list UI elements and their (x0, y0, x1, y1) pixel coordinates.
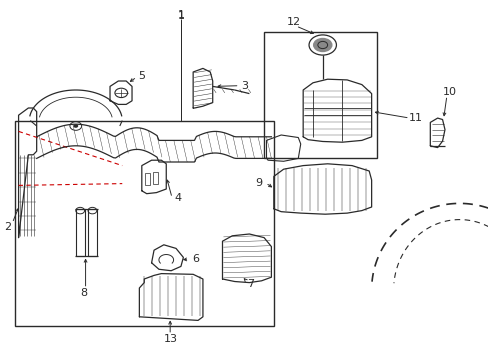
Text: 6: 6 (192, 254, 199, 264)
Text: 3: 3 (241, 81, 247, 91)
Text: 8: 8 (81, 288, 87, 298)
Text: 13: 13 (164, 334, 178, 344)
Bar (76, 209, 84, 256)
Text: 1: 1 (177, 10, 184, 20)
Text: 2: 2 (4, 222, 11, 232)
Bar (88, 209, 97, 256)
Text: 11: 11 (408, 113, 422, 123)
Bar (264, 32, 376, 158)
Text: 9: 9 (255, 178, 262, 188)
Circle shape (73, 124, 78, 128)
Bar (15, 121, 273, 326)
Text: 5: 5 (138, 71, 145, 81)
Text: 12: 12 (286, 17, 300, 27)
Bar (153, 172, 158, 184)
Text: 7: 7 (247, 279, 254, 289)
Text: 1: 1 (177, 11, 184, 21)
Bar (144, 173, 149, 185)
Text: 4: 4 (175, 193, 182, 203)
Text: 10: 10 (442, 87, 456, 97)
Circle shape (312, 38, 332, 52)
